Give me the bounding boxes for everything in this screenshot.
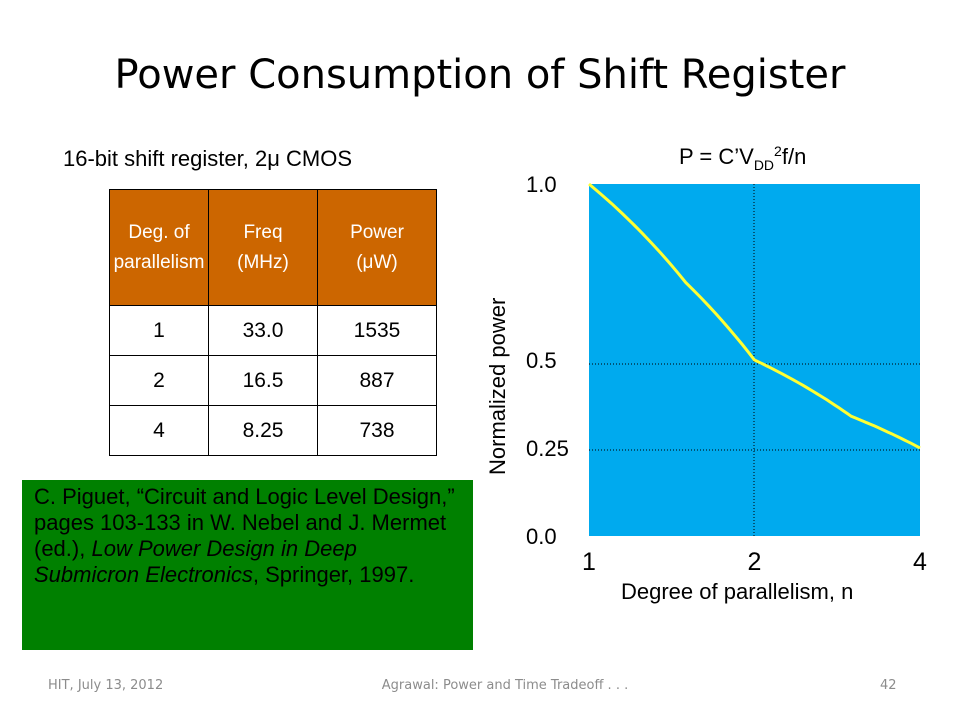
header-freq-line2: (MHz) bbox=[237, 251, 289, 273]
header-power: Power (μW) bbox=[317, 189, 437, 306]
citation-book-title: Low Power Design in Deep Submicron Elect… bbox=[34, 536, 363, 587]
footer-date: HIT, July 13, 2012 bbox=[48, 678, 164, 693]
table-cell: 16.5 bbox=[208, 355, 318, 406]
table-cell: 4 bbox=[109, 405, 209, 456]
formula-subscript: DD bbox=[754, 157, 774, 173]
citation-text: C. Piguet, “Circuit and Logic Level Desi… bbox=[34, 484, 461, 561]
table-cell: 8.25 bbox=[208, 405, 318, 456]
table-row: 1 33.0 1535 bbox=[109, 305, 437, 356]
header-freq-line1: Freq bbox=[243, 221, 283, 243]
header-degree-line1: Deg. of bbox=[128, 221, 190, 243]
y-tick-label: 0.5 bbox=[526, 348, 557, 373]
header-power-line2: (μW) bbox=[356, 251, 398, 273]
header-power-line1: Power bbox=[350, 221, 404, 243]
table-cell: 33.0 bbox=[208, 305, 318, 356]
y-tick-label: 0.0 bbox=[526, 524, 557, 549]
slide-title: Power Consumption of Shift Register bbox=[114, 52, 846, 98]
power-curve bbox=[588, 182, 921, 450]
table-cell: 2 bbox=[109, 355, 209, 406]
footer-page-number: 42 bbox=[880, 678, 897, 693]
table-caption: 16-bit shift register, 2μ CMOS bbox=[63, 146, 352, 171]
table-cell: 738 bbox=[317, 405, 437, 456]
header-degree: Deg. of parallelism bbox=[109, 189, 209, 306]
citation-box: C. Piguet, “Circuit and Logic Level Desi… bbox=[22, 480, 473, 650]
table-row: 4 8.25 738 bbox=[109, 405, 437, 456]
citation-publisher: , Springer, 1997. bbox=[252, 562, 415, 587]
x-tick-label: 1 bbox=[582, 548, 596, 576]
table-header-row: Deg. of parallelism Freq (MHz) Power (μW) bbox=[109, 189, 437, 306]
footer-title: Agrawal: Power and Time Tradeoff . . . bbox=[381, 678, 629, 693]
formula-superscript: 2 bbox=[774, 143, 782, 159]
table-cell: 1 bbox=[109, 305, 209, 356]
data-table: Deg. of parallelism Freq (MHz) Power (μW) 1… bbox=[109, 189, 437, 456]
header-degree-line2: parallelism bbox=[113, 251, 205, 273]
y-axis-label: Normalized power bbox=[485, 298, 510, 475]
x-ticks: 1 2 4 bbox=[582, 548, 927, 576]
x-tick-label: 2 bbox=[748, 548, 762, 576]
formula-prefix: P = C’V bbox=[679, 144, 754, 169]
formula-suffix: f/n bbox=[782, 144, 806, 169]
header-freq: Freq (MHz) bbox=[208, 189, 318, 306]
y-ticks: 1.0 0.5 0.25 0.0 bbox=[526, 172, 569, 549]
table-cell: 1535 bbox=[317, 305, 437, 356]
y-tick-label: 0.25 bbox=[526, 436, 569, 461]
x-axis-label: Degree of parallelism, n bbox=[621, 579, 853, 604]
x-tick-label: 4 bbox=[913, 548, 927, 576]
y-tick-label: 1.0 bbox=[526, 172, 557, 197]
formula-label: P = C’VDD2f/n bbox=[679, 143, 806, 173]
table-row: 2 16.5 887 bbox=[109, 355, 437, 406]
